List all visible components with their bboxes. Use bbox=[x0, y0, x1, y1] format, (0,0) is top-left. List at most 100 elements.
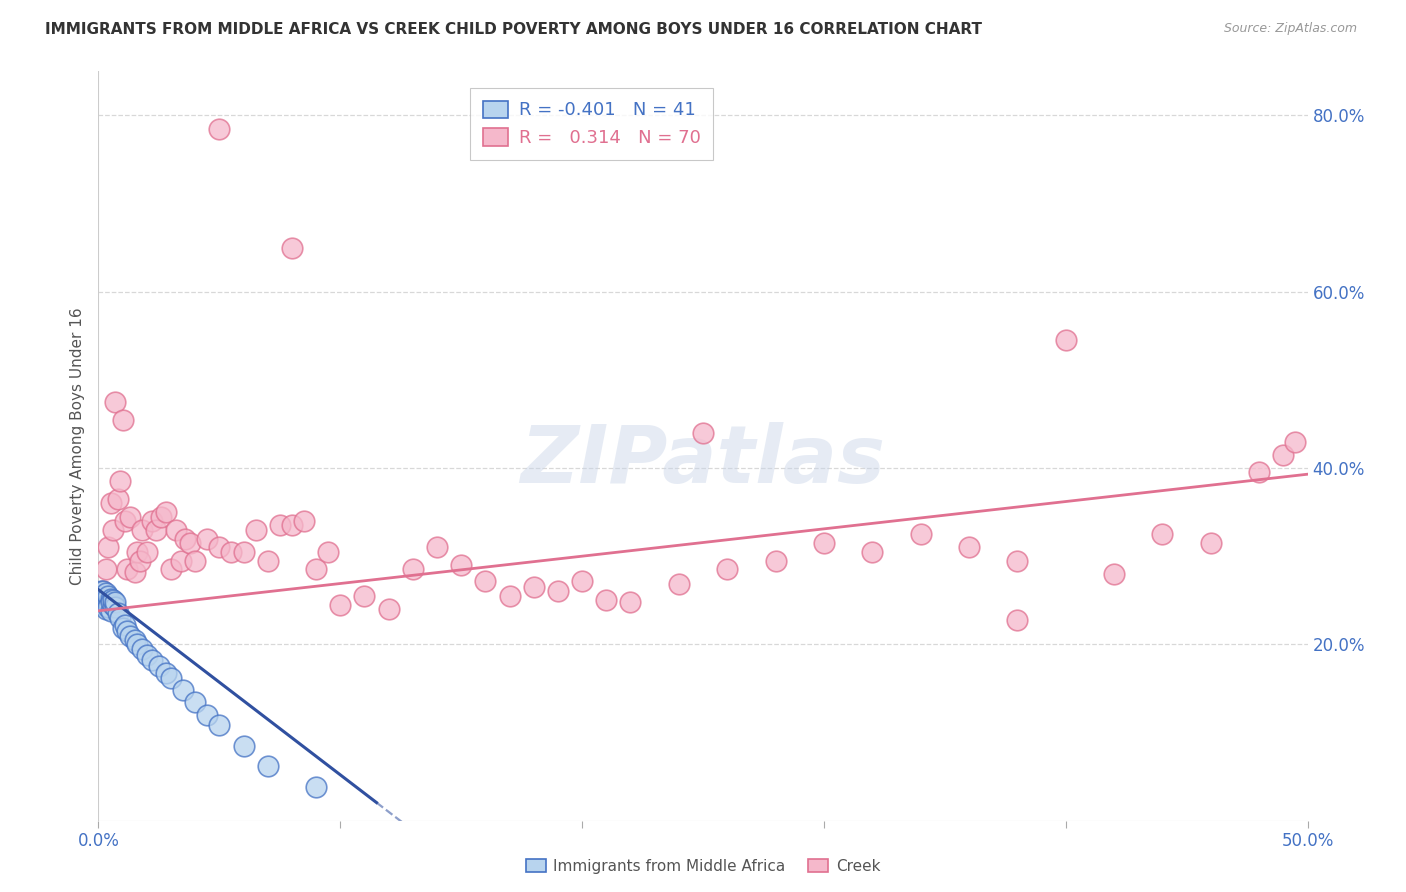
Point bbox=[232, 545, 254, 559]
Text: IMMIGRANTS FROM MIDDLE AFRICA VS CREEK CHILD POVERTY AMONG BOYS UNDER 16 CORRELA: IMMIGRANTS FROM MIDDLE AFRICA VS CREEK C… bbox=[45, 22, 981, 37]
Point bbox=[90, 593, 112, 607]
Point bbox=[619, 595, 641, 609]
Point bbox=[305, 562, 328, 576]
Point bbox=[195, 707, 218, 722]
Point bbox=[1284, 434, 1306, 449]
Point bbox=[150, 509, 173, 524]
Point bbox=[208, 121, 231, 136]
Point bbox=[957, 541, 980, 555]
Point bbox=[195, 532, 218, 546]
Point bbox=[1272, 448, 1295, 462]
Point bbox=[100, 604, 122, 618]
Point bbox=[208, 718, 231, 732]
Point bbox=[128, 553, 150, 567]
Point bbox=[118, 509, 141, 524]
Point bbox=[100, 595, 122, 609]
Text: ZIPatlas: ZIPatlas bbox=[520, 422, 886, 500]
Point bbox=[498, 589, 520, 603]
Point bbox=[245, 523, 267, 537]
Point bbox=[523, 580, 546, 594]
Point bbox=[90, 584, 112, 599]
Point bbox=[91, 584, 114, 599]
Point bbox=[221, 545, 243, 559]
Point bbox=[160, 671, 183, 685]
Point bbox=[108, 611, 131, 625]
Point bbox=[91, 595, 114, 609]
Point bbox=[107, 491, 129, 506]
Point bbox=[148, 659, 170, 673]
Point bbox=[426, 541, 449, 555]
Point bbox=[97, 541, 120, 555]
Point bbox=[141, 514, 163, 528]
Point bbox=[101, 593, 124, 607]
Point bbox=[208, 541, 231, 555]
Point bbox=[377, 602, 399, 616]
Point bbox=[107, 607, 129, 621]
Point bbox=[1249, 466, 1271, 480]
Point bbox=[174, 532, 197, 546]
Point bbox=[316, 545, 339, 559]
Point bbox=[281, 241, 304, 255]
Point bbox=[135, 545, 157, 559]
Point bbox=[97, 595, 120, 609]
Point bbox=[117, 624, 139, 639]
Point bbox=[692, 425, 714, 440]
Point bbox=[1007, 553, 1029, 567]
Point bbox=[104, 395, 127, 409]
Point bbox=[124, 632, 146, 647]
Point bbox=[141, 653, 163, 667]
Point bbox=[97, 600, 120, 615]
Point bbox=[402, 562, 425, 576]
Point bbox=[860, 545, 883, 559]
Point bbox=[353, 589, 375, 603]
Point bbox=[97, 589, 120, 603]
Point bbox=[124, 565, 146, 579]
Point bbox=[104, 600, 127, 615]
Point bbox=[716, 562, 738, 576]
Point bbox=[474, 574, 496, 588]
Point bbox=[117, 562, 139, 576]
Point bbox=[765, 553, 787, 567]
Point bbox=[292, 514, 315, 528]
Point bbox=[114, 618, 136, 632]
Point bbox=[547, 584, 569, 599]
Point bbox=[104, 595, 127, 609]
Point bbox=[145, 523, 167, 537]
Text: Source: ZipAtlas.com: Source: ZipAtlas.com bbox=[1223, 22, 1357, 36]
Point bbox=[1007, 613, 1029, 627]
Point bbox=[100, 591, 122, 606]
Point bbox=[571, 574, 593, 588]
Point bbox=[1199, 536, 1222, 550]
Point bbox=[1054, 333, 1077, 347]
Point bbox=[169, 553, 191, 567]
Point bbox=[131, 523, 153, 537]
Point bbox=[1102, 566, 1125, 581]
Point bbox=[114, 514, 136, 528]
Point bbox=[184, 553, 207, 567]
Point bbox=[269, 518, 291, 533]
Point bbox=[127, 545, 149, 559]
Point bbox=[1152, 527, 1174, 541]
Point bbox=[131, 641, 153, 656]
Point bbox=[450, 558, 472, 572]
Point bbox=[118, 628, 141, 642]
Point bbox=[281, 518, 304, 533]
Point bbox=[184, 695, 207, 709]
Point bbox=[101, 523, 124, 537]
Point bbox=[668, 577, 690, 591]
Point bbox=[155, 505, 177, 519]
Point bbox=[595, 593, 617, 607]
Legend: Immigrants from Middle Africa, Creek: Immigrants from Middle Africa, Creek bbox=[520, 853, 886, 880]
Point bbox=[256, 759, 278, 773]
Point bbox=[160, 562, 183, 576]
Point bbox=[179, 536, 201, 550]
Point bbox=[91, 598, 114, 612]
Point bbox=[108, 475, 131, 489]
Legend: R = -0.401   N = 41, R =   0.314   N = 70: R = -0.401 N = 41, R = 0.314 N = 70 bbox=[470, 88, 713, 160]
Point bbox=[101, 598, 124, 612]
Point bbox=[94, 586, 117, 600]
Point bbox=[155, 665, 177, 680]
Point bbox=[127, 637, 149, 651]
Point bbox=[172, 683, 194, 698]
Point bbox=[94, 602, 117, 616]
